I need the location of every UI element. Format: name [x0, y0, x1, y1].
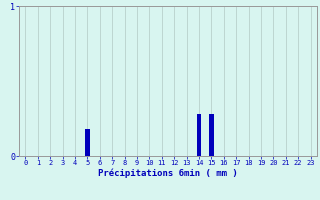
Bar	[196, 114, 202, 156]
Bar	[209, 114, 214, 156]
Bar	[85, 129, 90, 156]
X-axis label: Précipitations 6min ( mm ): Précipitations 6min ( mm )	[98, 169, 238, 178]
